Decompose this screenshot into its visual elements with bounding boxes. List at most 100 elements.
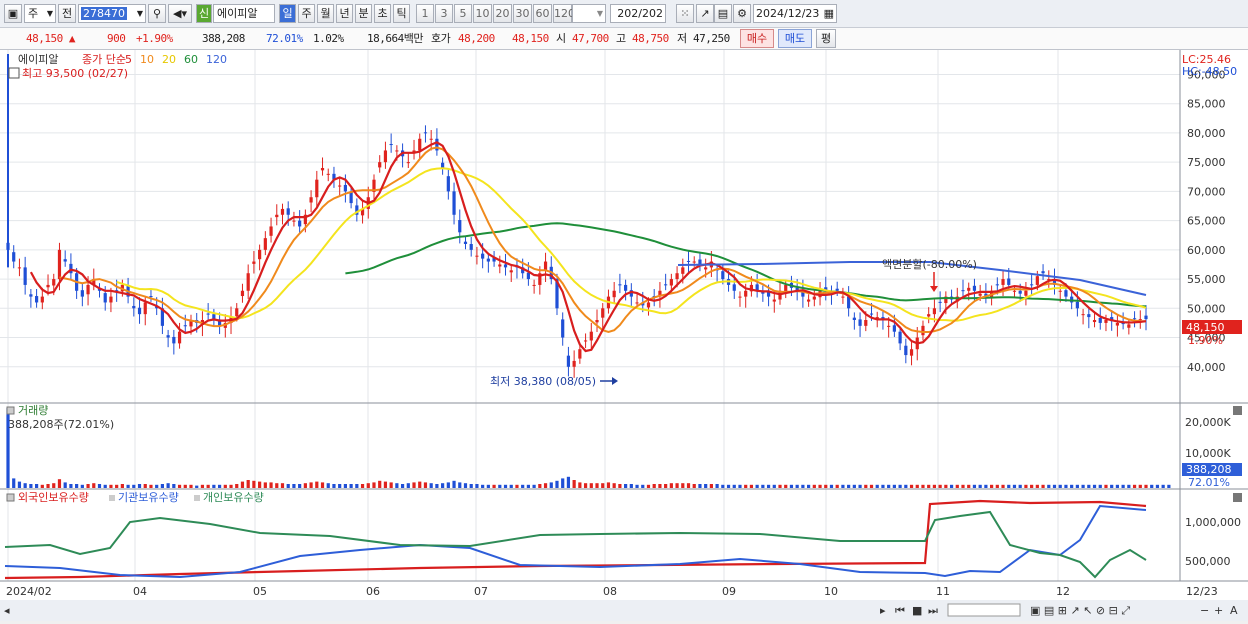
candle-body — [869, 313, 874, 315]
stop-icon[interactable]: ■ — [912, 604, 922, 617]
chart-menu-icon[interactable]: ▣ — [4, 4, 22, 23]
candle-body — [583, 340, 588, 342]
candle-body — [824, 287, 828, 291]
volume-bar — [726, 484, 731, 488]
volume-bar — [949, 484, 954, 488]
interval-button-10[interactable]: 10 — [473, 4, 492, 23]
volume-bar — [526, 484, 530, 488]
date-input[interactable]: 2024/12/23 ▦ — [753, 4, 837, 23]
interval-button-20[interactable]: 20 — [493, 4, 512, 23]
prev-button[interactable]: 전 — [58, 4, 76, 23]
save-icon[interactable]: ▤ — [714, 4, 732, 23]
count-display[interactable]: 202/202 — [610, 4, 666, 23]
candle-body — [86, 284, 90, 295]
candle-body — [452, 191, 456, 215]
stock-code-input[interactable]: 278470 ▼ — [78, 4, 146, 23]
zoom-out-icon[interactable]: − — [1200, 604, 1209, 617]
candle-body — [326, 173, 330, 175]
scroll-right-icon[interactable]: ▸ — [880, 604, 886, 617]
volume-bar — [1081, 484, 1085, 488]
market-select[interactable]: 주 ▼ — [24, 4, 56, 23]
interval-button-120[interactable]: 120 — [553, 4, 575, 23]
search-icon[interactable]: ⚲ — [148, 4, 166, 23]
pane-handle-icon[interactable] — [6, 493, 15, 502]
period-tab-4[interactable]: 분 — [355, 4, 372, 23]
font-size-icon[interactable]: A — [1230, 604, 1238, 617]
chart-svg[interactable]: 90,000 85,000 80,000 75,000 70,000 65,000 60,0… — [0, 50, 1248, 621]
period-tab-0[interactable]: 일 — [279, 4, 296, 23]
hc-label: HC:-48.50 — [1182, 65, 1237, 78]
candle-body — [686, 260, 691, 262]
candle-body — [909, 349, 914, 356]
fast-forward-icon[interactable]: ⏭ — [928, 604, 938, 617]
period-tab-6[interactable]: 틱 — [393, 4, 410, 23]
count-select[interactable]: ▼ — [572, 4, 606, 23]
ma5-line — [29, 141, 1147, 353]
volume-bar — [229, 484, 233, 488]
volume-bar — [624, 484, 628, 488]
volume-bar — [360, 484, 365, 488]
volume-bar — [258, 481, 262, 488]
interval-button-60[interactable]: 60 — [533, 4, 552, 23]
price-tick-label: 65,000 — [1187, 215, 1226, 228]
volume-bar — [795, 484, 799, 488]
candle-body — [887, 325, 891, 327]
interval-button-3[interactable]: 3 — [435, 4, 453, 23]
volume-bar — [944, 484, 948, 488]
volume-bar — [595, 483, 599, 488]
speaker-icon[interactable]: ◀▾ — [168, 4, 192, 23]
volume-bar — [97, 484, 102, 488]
candle-body — [206, 313, 210, 315]
period-tab-2[interactable]: 월 — [317, 4, 334, 23]
volume-bar — [246, 480, 250, 488]
zoom-in-icon[interactable]: + — [1214, 604, 1223, 617]
interval-button-30[interactable]: 30 — [513, 4, 532, 23]
draw-icon[interactable]: ↗ — [696, 4, 714, 23]
volume-bar — [469, 484, 473, 488]
gear-icon[interactable]: ⚙ — [733, 4, 751, 23]
evaluate-button[interactable]: 평 — [816, 29, 836, 48]
scroll-left-icon[interactable]: ◂ — [4, 604, 10, 617]
volume-bar — [1018, 484, 1022, 488]
period-tab-5[interactable]: 초 — [374, 4, 391, 23]
calendar-icon: ▦ — [823, 7, 834, 20]
volume-bar — [298, 484, 302, 488]
pane-close-icon[interactable] — [1233, 493, 1242, 502]
volume-bar — [366, 483, 370, 488]
volume-bar — [423, 482, 428, 488]
x-end-label: 12/23 — [1186, 585, 1218, 598]
period-tab-1[interactable]: 주 — [298, 4, 315, 23]
volume-bar — [92, 483, 96, 488]
candle-body — [578, 349, 582, 359]
rewind-icon[interactable]: ⏮ — [895, 604, 905, 617]
volume-bar — [1035, 484, 1039, 488]
pane-handle-icon[interactable] — [6, 406, 15, 415]
interval-button-1[interactable]: 1 — [416, 4, 434, 23]
volume-bar — [652, 484, 656, 488]
sell-button[interactable]: 매도 — [778, 29, 812, 48]
candle-body — [978, 293, 982, 296]
scroll-thumb[interactable] — [947, 603, 1021, 617]
chart-background — [0, 50, 1248, 621]
volume-bar — [23, 483, 27, 488]
interval-button-5[interactable]: 5 — [454, 4, 472, 23]
candle-body — [149, 296, 153, 298]
price-tick-label: 45,000 — [1187, 332, 1226, 345]
volume-bar — [807, 484, 811, 488]
volume-bar — [664, 484, 668, 488]
volume-bar — [109, 484, 113, 488]
stock-name: 에이피알 — [213, 4, 275, 23]
candle-body — [332, 173, 336, 180]
calculator-icon[interactable] — [8, 67, 20, 79]
foreign-holdings-line — [4, 499, 1147, 580]
pane-close-icon[interactable] — [1233, 406, 1242, 415]
last-volume-box — [1182, 463, 1242, 476]
volume-bar — [183, 484, 187, 488]
chart-area[interactable]: 90,000 85,000 80,000 75,000 70,000 65,000 60,0… — [0, 50, 1248, 621]
grid-icon[interactable]: ⁙ — [676, 4, 694, 23]
buy-button[interactable]: 매수 — [740, 29, 774, 48]
period-tab-3[interactable]: 년 — [336, 4, 353, 23]
candle-body — [383, 150, 388, 163]
tool-icons[interactable]: ▣ ▤ ⊞ ↗ ↖ ⊘ ⊟ ⤢ — [1030, 604, 1130, 617]
volume-bar — [286, 484, 290, 488]
